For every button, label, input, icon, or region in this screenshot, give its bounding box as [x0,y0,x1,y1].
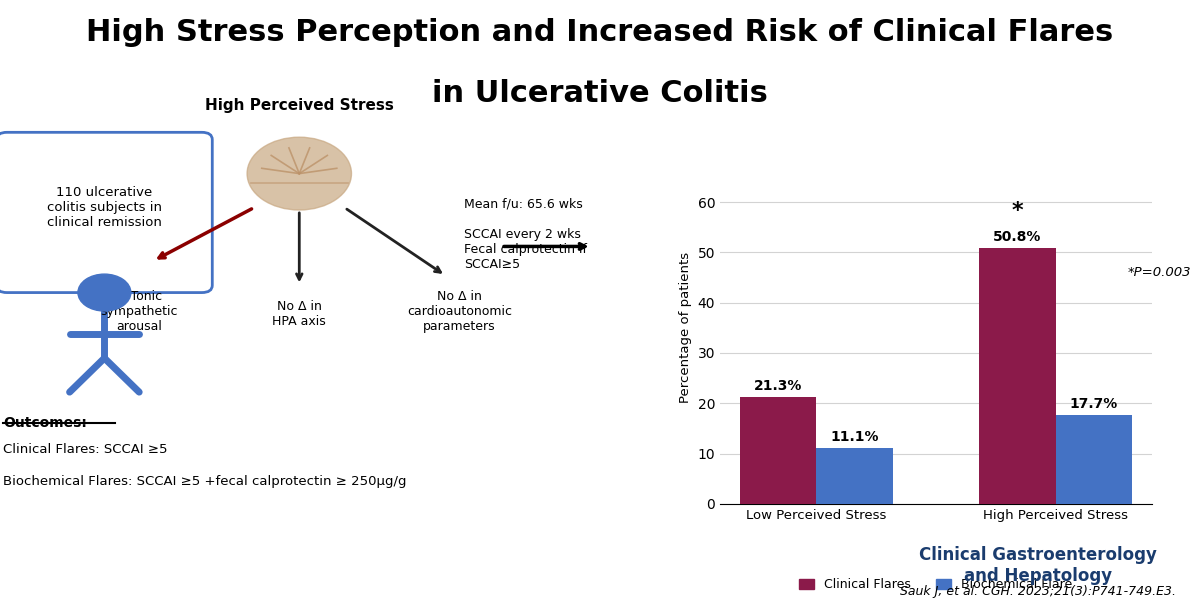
Text: Outcomes:: Outcomes: [4,416,88,430]
Text: *: * [1012,201,1024,221]
Bar [816,448,893,504]
Text: No Δ in
HPA axis: No Δ in HPA axis [272,300,326,328]
Text: Clinical Gastroenterology
and Hepatology: Clinical Gastroenterology and Hepatology [919,546,1157,585]
FancyBboxPatch shape [0,132,212,293]
Text: Sauk J, et al. CGH. 2023;21(3):P741-749.E3.: Sauk J, et al. CGH. 2023;21(3):P741-749.… [900,585,1176,598]
Text: Biochemical Flares: SCCAI ≥5 +fecal calprotectin ≥ 250μg/g: Biochemical Flares: SCCAI ≥5 +fecal calp… [4,475,407,487]
Text: High Perceived Stress: High Perceived Stress [205,98,394,114]
Text: 17.7%: 17.7% [1070,397,1118,411]
Text: Mean f/u: 65.6 wks

SCCAI every 2 wks
Fecal calprotectin if
SCCAI≥5: Mean f/u: 65.6 wks SCCAI every 2 wks Fec… [464,198,587,271]
Bar [739,397,816,504]
Text: 110 ulcerative
colitis subjects in
clinical remission: 110 ulcerative colitis subjects in clini… [47,186,162,229]
Bar [979,248,1056,504]
Text: in Ulcerative Colitis: in Ulcerative Colitis [432,79,768,108]
Text: 50.8%: 50.8% [994,230,1042,244]
Text: No Δ in
cardioautonomic
parameters: No Δ in cardioautonomic parameters [407,290,512,333]
Y-axis label: Percentage of patients: Percentage of patients [679,253,692,403]
Text: Clinical Flares: SCCAI ≥5: Clinical Flares: SCCAI ≥5 [4,443,168,456]
Bar [1056,415,1133,504]
Text: High Stress Perception and Increased Risk of Clinical Flares: High Stress Perception and Increased Ris… [86,18,1114,47]
Text: *P=0.003: *P=0.003 [1128,266,1192,279]
Text: 21.3%: 21.3% [754,379,802,393]
Text: ↑ Tonic
sympathetic
arousal: ↑ Tonic sympathetic arousal [101,290,178,333]
Circle shape [247,137,352,210]
Circle shape [78,274,131,311]
Text: 11.1%: 11.1% [830,430,878,444]
Legend: Clinical Flares, Biochemical Flare: Clinical Flares, Biochemical Flare [794,573,1078,596]
